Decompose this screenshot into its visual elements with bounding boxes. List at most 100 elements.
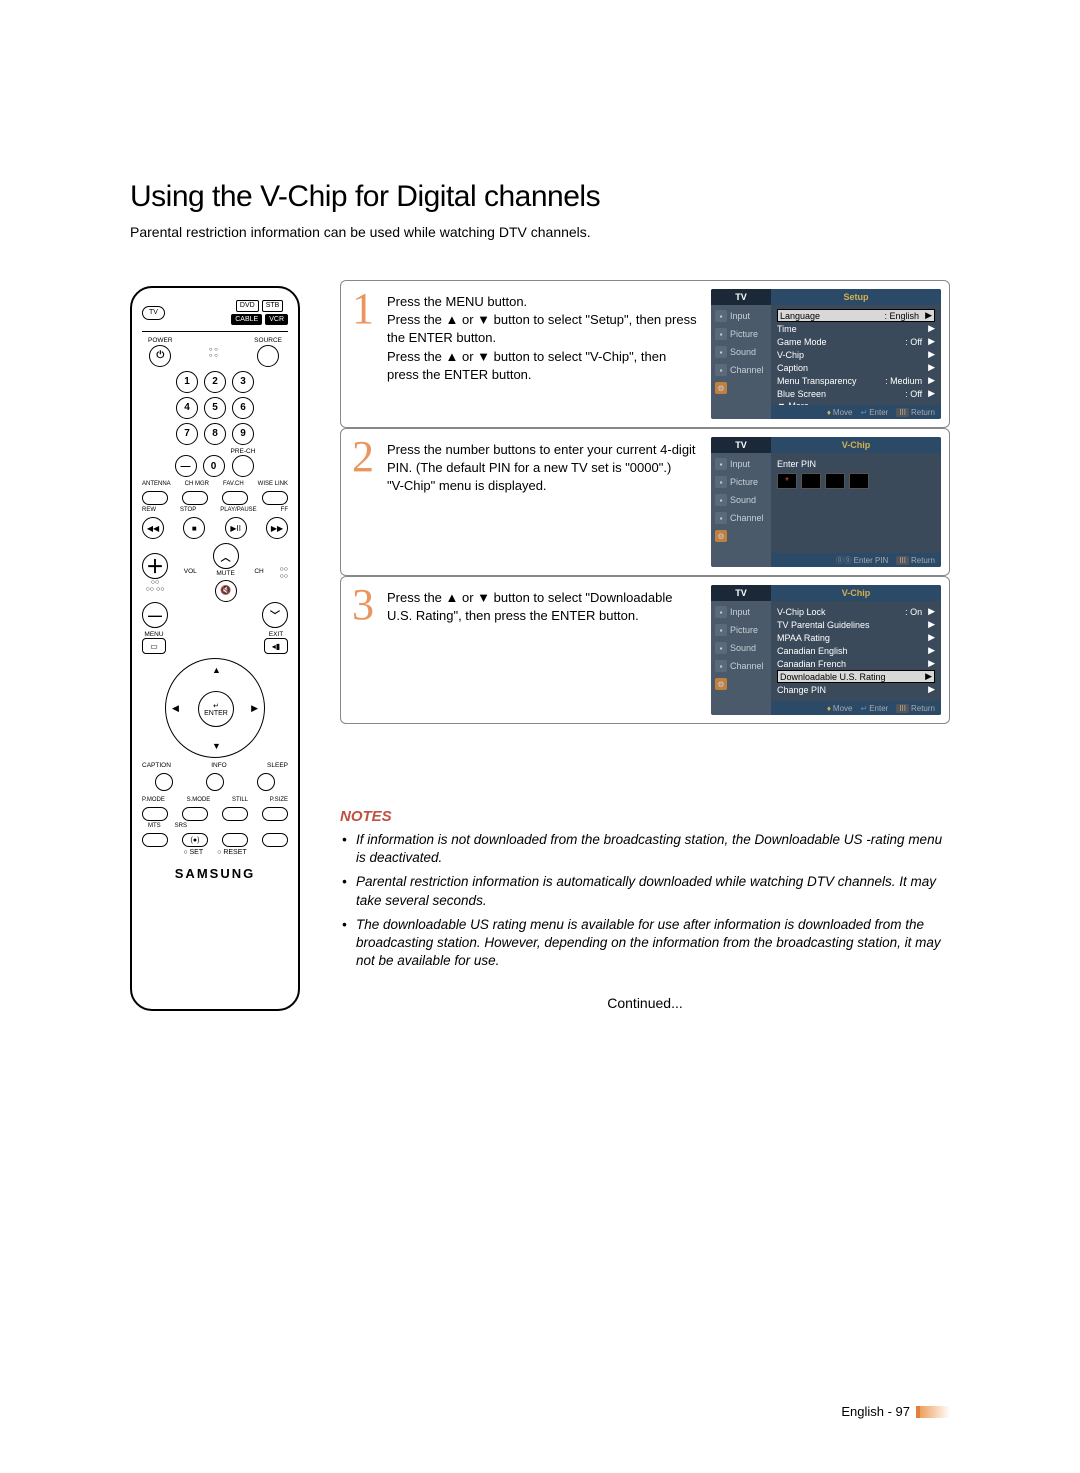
osd-row: Canadian English▶ [777,644,935,657]
num-4[interactable]: 4 [176,397,198,419]
step-text: Press the ▲ or ▼ button to select "Downl… [387,585,701,625]
extra1-button[interactable] [222,833,248,847]
enter-button[interactable]: ↵ENTER [198,691,234,727]
ch-down[interactable]: ﹀ [262,602,288,628]
pin-box: * [777,473,797,489]
psize-label: P.SIZE [270,797,288,803]
ch-up[interactable]: ︿ [213,543,239,569]
caption-label: CAPTION [142,762,171,769]
prech-button[interactable] [232,455,254,477]
osd-sidebar-item: ▪Picture [711,621,771,639]
num-6[interactable]: 6 [232,397,254,419]
step-text: Press the MENU button.Press the ▲ or ▼ b… [387,289,701,384]
osd-row: Downloadable U.S. Rating▶ [777,670,935,683]
antenna-button[interactable] [142,491,168,505]
num-2[interactable]: 2 [204,371,226,393]
mts-button[interactable] [142,833,168,847]
osd-sidebar-item: ▪Sound [711,491,771,509]
caption-button[interactable] [155,773,173,791]
osd-sidebar-item: ▪Channel [711,361,771,379]
osd-sidebar-item: ▪Sound [711,343,771,361]
page-title: Using the V-Chip for Digital channels [130,180,950,214]
step-block: 3 Press the ▲ or ▼ button to select "Dow… [340,576,950,724]
source-button[interactable] [257,345,279,367]
play-button[interactable]: ▶II [225,517,247,539]
wiselink-button[interactable] [262,491,288,505]
osd-row: V-Chip Lock: On▶ [777,605,935,618]
num-9[interactable]: 9 [232,423,254,445]
nav-ring[interactable]: ▲▼ ◀▶ ↵ENTER [165,658,265,758]
ff-button[interactable]: ▶▶ [266,517,288,539]
num-1[interactable]: 1 [176,371,198,393]
page-subtitle: Parental restriction information can be … [130,224,950,240]
favch-label: FAV.CH [223,481,244,487]
notes-heading: NOTES [340,808,950,825]
continued-label: Continued... [340,995,950,1011]
num-3[interactable]: 3 [232,371,254,393]
vol-up[interactable]: ＋ [142,553,168,579]
pmode-button[interactable] [142,807,168,821]
favch-button[interactable] [222,491,248,505]
osd-tv-label: TV [711,289,771,305]
smode-button[interactable] [182,807,208,821]
steps-column: 1 Press the MENU button.Press the ▲ or ▼… [340,280,950,1011]
num-5[interactable]: 5 [204,397,226,419]
osd-row: TV Parental Guidelines▶ [777,618,935,631]
chmgr-button[interactable] [182,491,208,505]
mute-button[interactable]: 🔇 [215,580,237,602]
smode-label: S.MODE [187,797,211,803]
mute-label: MUTE [216,571,234,578]
srs-label: SRS [175,823,187,829]
play-label: PLAY/PAUSE [220,507,256,513]
osd-row: Change PIN▶ [777,683,935,696]
osd-content: Enter PIN* [771,453,941,553]
osd-row: Time▶ [777,322,935,335]
osd-sidebar-item: ▪Input [711,307,771,325]
osd-row: Canadian French▶ [777,657,935,670]
remote-cable: CABLE [231,314,262,326]
vol-down[interactable]: — [142,602,168,628]
wiselink-label: WISE LINK [258,481,288,487]
info-button[interactable] [206,773,224,791]
osd-row: V-Chip▶ [777,348,935,361]
menu-button[interactable]: ▭ [142,638,166,654]
osd-sidebar: ▪Input▪Picture▪Sound▪Channel⚙ [711,305,771,405]
rew-label: REW [142,507,156,513]
step-number: 3 [349,585,377,625]
osd-sidebar-item: ▪Picture [711,473,771,491]
osd-footer: ♦ Move↵ EnterIII Return [771,405,941,419]
step-text: Press the number buttons to enter your c… [387,437,701,496]
dash-button[interactable]: — [175,455,197,477]
rew-button[interactable]: ◀◀ [142,517,164,539]
num-8[interactable]: 8 [204,423,226,445]
osd-content: Language: English▶Time▶Game Mode: Off▶V-… [771,305,941,405]
remote-control: TV DVD STB CABLE VCR POWER ⏻ ○ ○○ ○ SOUR… [130,286,300,1011]
osd-row: MPAA Rating▶ [777,631,935,644]
extra2-button[interactable] [262,833,288,847]
stop-label: STOP [180,507,196,513]
stop-button[interactable]: ■ [183,517,205,539]
osd-title: Setup [771,289,941,305]
pin-box [849,473,869,489]
psize-button[interactable] [262,807,288,821]
info-label: INFO [211,762,227,769]
num-7[interactable]: 7 [176,423,198,445]
notes-list: If information is not downloaded from th… [340,831,950,971]
num-0[interactable]: 0 [203,455,225,477]
remote-stb: STB [262,300,284,312]
osd-sidebar-item: ▪Picture [711,325,771,343]
brand: SAMSUNG [142,866,288,881]
osd-title: V-Chip [771,585,941,601]
osd-screen: TV V-Chip ▪Input▪Picture▪Sound▪Channel⚙V… [711,585,941,715]
sleep-button[interactable] [257,773,275,791]
step-number: 2 [349,437,377,477]
power-button[interactable]: ⏻ [149,345,171,367]
osd-sidebar-item: ▪Input [711,603,771,621]
osd-sidebar-item: ▪Channel [711,657,771,675]
step-block: 2 Press the number buttons to enter your… [340,428,950,576]
osd-row: Menu Transparency: Medium▶ [777,374,935,387]
still-button[interactable] [222,807,248,821]
note-item: Parental restriction information is auto… [340,873,950,909]
srs-button[interactable]: (●) [182,833,208,847]
exit-button[interactable]: ◂▮ [264,638,288,654]
